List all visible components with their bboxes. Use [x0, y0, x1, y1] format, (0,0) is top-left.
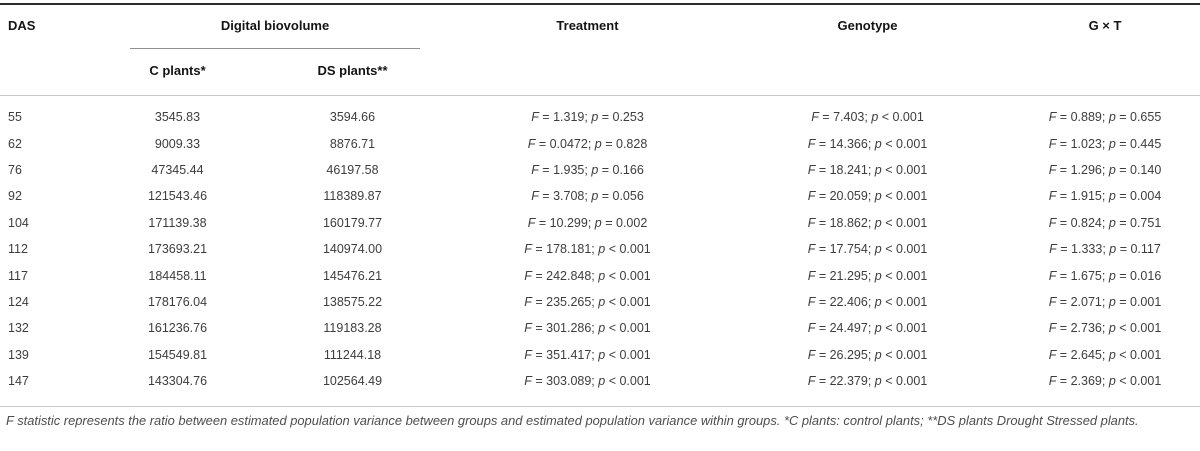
c-plants-value: 171139.38 [148, 215, 207, 230]
gxt-stat: F = 1.915; p = 0.004 [1048, 189, 1162, 204]
genotype-stat: F = 22.406; p < 0.001 [807, 294, 928, 309]
das-value: 55 [8, 110, 22, 125]
treatment-stat: F = 351.417; p < 0.001 [524, 347, 651, 362]
ds-plants-value: 138575.22 [322, 294, 383, 309]
gxt-stat: F = 2.736; p < 0.001 [1048, 321, 1162, 336]
genotype-stat: F = 18.241; p < 0.001 [807, 162, 928, 177]
ds-plants-value: 111244.18 [323, 347, 382, 362]
genotype-stat: F = 18.862; p < 0.001 [807, 215, 928, 230]
das-value: 117 [8, 268, 28, 283]
c-plants-value: 178176.04 [147, 294, 208, 309]
c-plants-value: 161236.76 [147, 321, 208, 336]
ds-plants-value: 118389.87 [323, 189, 382, 204]
c-plants-value: 3545.83 [154, 110, 201, 125]
table-header: DAS Digital biovolume Treatment Genotype… [0, 4, 1200, 96]
das-value: 76 [8, 162, 22, 177]
gxt-stat: F = 1.023; p = 0.445 [1048, 136, 1162, 151]
c-plants-value: 121543.46 [147, 189, 208, 204]
table-row: 139 154549.81 111244.18 F = 351.417; p < 0.… [0, 342, 1200, 368]
digital-biovolume-label: Digital biovolume [220, 18, 330, 33]
table-body: 55 3545.83 3594.66 F = 1.319; p = 0.253 F = … [0, 96, 1200, 407]
das-value: 112 [8, 242, 28, 257]
treatment-stat: F = 301.286; p < 0.001 [524, 321, 651, 336]
das-value: 62 [8, 136, 22, 151]
genotype-stat: F = 24.497; p < 0.001 [807, 321, 928, 336]
genotype-stat: F = 17.754; p < 0.001 [807, 242, 928, 257]
genotype-stat: F = 7.403; p < 0.001 [811, 110, 924, 125]
genotype-stat: F = 20.059; p < 0.001 [807, 189, 928, 204]
ds-plants-value: 3594.66 [329, 110, 376, 125]
col-header-digital-biovolume: Digital biovolume [100, 4, 450, 49]
treatment-stat: F = 303.089; p < 0.001 [524, 374, 651, 389]
table-row: 55 3545.83 3594.66 F = 1.319; p = 0.253 F = … [0, 96, 1200, 131]
genotype-stat: F = 21.295; p < 0.001 [807, 268, 928, 283]
ds-plants-value: 145476.21 [322, 268, 383, 283]
ds-plants-value: 119183.28 [323, 321, 382, 336]
table-row: 104 171139.38 160179.77 F = 10.299; p = 0.0… [0, 210, 1200, 236]
c-plants-value: 47345.44 [151, 162, 204, 177]
treatment-stat: F = 235.265; p < 0.001 [524, 294, 651, 309]
header-row-1: DAS Digital biovolume Treatment Genotype… [0, 4, 1200, 96]
digital-biovolume-group: Digital biovolume [100, 5, 450, 49]
c-plants-value: 143304.76 [147, 374, 208, 389]
col-header-treatment: Treatment [450, 4, 725, 96]
treatment-stat: F = 242.848; p < 0.001 [524, 268, 651, 283]
treatment-stat: F = 1.935; p = 0.166 [531, 162, 644, 177]
gxt-stat: F = 1.296; p = 0.140 [1048, 162, 1162, 177]
c-plants-value: 9009.33 [154, 136, 201, 151]
ds-plants-value: 46197.58 [326, 162, 379, 177]
treatment-stat: F = 1.319; p = 0.253 [531, 110, 644, 125]
das-value: 147 [8, 374, 29, 389]
treatment-stat: F = 3.708; p = 0.056 [531, 189, 644, 204]
c-plants-value: 173693.21 [147, 242, 208, 257]
das-value: 104 [8, 215, 29, 230]
col-header-gxt: G × T [1010, 4, 1200, 96]
ds-plants-value: 140974.00 [322, 242, 383, 257]
ds-plants-value: 160179.77 [322, 215, 383, 230]
genotype-stat: F = 26.295; p < 0.001 [807, 347, 928, 362]
table-row: 124 178176.04 138575.22 F = 235.265; p < 0.… [0, 289, 1200, 315]
gxt-stat: F = 1.333; p = 0.117 [1049, 242, 1161, 257]
genotype-stat: F = 22.379; p < 0.001 [807, 374, 928, 389]
table-row: 76 47345.44 46197.58 F = 1.935; p = 0.166 F … [0, 157, 1200, 183]
das-value: 92 [8, 189, 22, 204]
col-header-genotype: Genotype [725, 4, 1010, 96]
gxt-stat: F = 0.889; p = 0.655 [1048, 110, 1162, 125]
table-row: 132 161236.76 119183.28 F = 301.286; p < 0.… [0, 315, 1200, 341]
treatment-stat: F = 10.299; p = 0.002 [527, 215, 648, 230]
table-figure: DAS Digital biovolume Treatment Genotype… [0, 3, 1200, 429]
header-row-2: C plants* DS plants** [0, 49, 1200, 96]
treatment-stat: F = 0.0472; p = 0.828 [527, 136, 648, 151]
table-row: 147 143304.76 102564.49 F = 303.089; p < 0.… [0, 368, 1200, 407]
ds-plants-value: 102564.49 [322, 374, 383, 389]
c-plants-value: 184458.11 [148, 268, 207, 283]
gxt-stat: F = 2.369; p < 0.001 [1048, 374, 1162, 389]
table-row: 117 184458.11 145476.21 F = 242.848; p < 0.… [0, 262, 1200, 288]
gxt-stat: F = 2.645; p < 0.001 [1048, 347, 1162, 362]
ds-plants-value: 8876.71 [329, 136, 376, 151]
gxt-stat: F = 0.824; p = 0.751 [1048, 215, 1162, 230]
table-row: 92 121543.46 118389.87 F = 3.708; p = 0.056… [0, 183, 1200, 209]
c-plants-value: 154549.81 [147, 347, 208, 362]
table-footnote: F statistic represents the ratio between… [6, 413, 1139, 429]
das-value: 139 [8, 347, 29, 362]
anova-results-table: DAS Digital biovolume Treatment Genotype… [0, 3, 1200, 408]
das-value: 132 [8, 321, 29, 336]
treatment-stat: F = 178.181; p < 0.001 [524, 242, 651, 257]
gxt-stat: F = 1.675; p = 0.016 [1048, 268, 1162, 283]
das-value: 124 [8, 294, 29, 309]
table-row: 112 173693.21 140974.00 F = 178.181; p < 0.… [0, 236, 1200, 262]
col-header-c-plants: C plants* [100, 49, 255, 96]
col-header-das: DAS [0, 4, 100, 96]
col-header-ds-plants: DS plants** [255, 49, 450, 96]
digital-biovolume-rule [130, 48, 420, 49]
genotype-stat: F = 14.366; p < 0.001 [807, 136, 928, 151]
gxt-stat: F = 2.071; p = 0.001 [1048, 294, 1162, 309]
table-row: 62 9009.33 8876.71 F = 0.0472; p = 0.828 F =… [0, 130, 1200, 156]
